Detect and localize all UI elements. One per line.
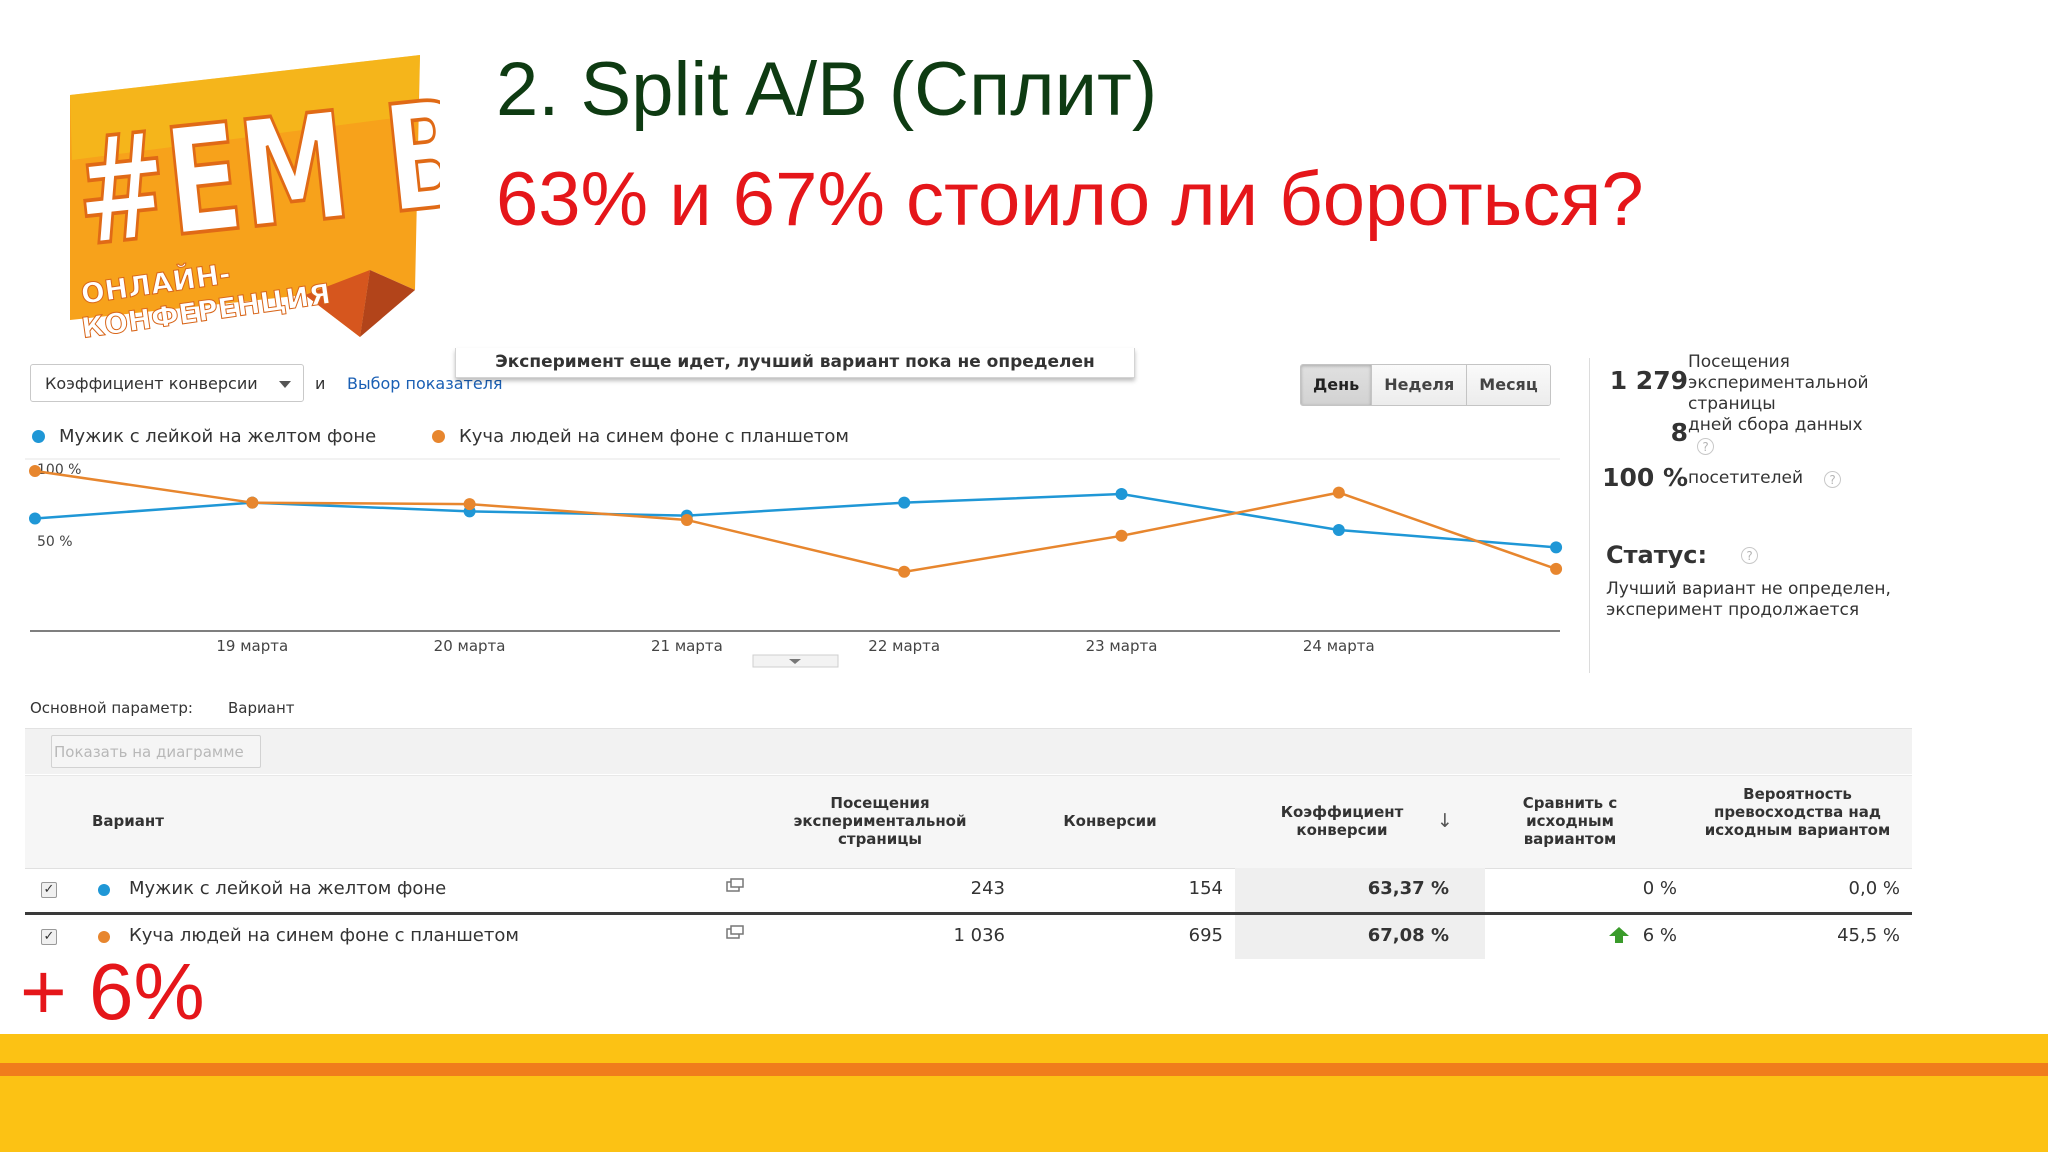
compare-cell: 0 % (1642, 878, 1677, 899)
data-point[interactable] (1332, 524, 1345, 537)
data-point[interactable] (246, 496, 259, 509)
data-point[interactable] (1550, 562, 1563, 575)
x-tick-label: 19 марта (216, 637, 288, 655)
conversion-line-chart: 100 %50 %19 марта 20 марта 21 марта 22 март… (25, 458, 1563, 668)
row-checkbox[interactable]: ✓ (41, 929, 57, 945)
data-point[interactable] (1115, 529, 1128, 542)
period-week-button[interactable]: Неделя (1372, 365, 1468, 405)
x-tick-label: 20 марта (434, 637, 506, 655)
legend-label: Куча людей на синем фоне с планшетом (459, 426, 849, 447)
footer-band (0, 1034, 2048, 1152)
visitors-label: посетителей (1688, 468, 1804, 488)
metric-select[interactable]: Коэффициент конверсии (30, 364, 304, 402)
chevron-down-icon (789, 659, 801, 664)
metric-select-value: Коэффициент конверсии (45, 374, 258, 393)
improvement-callout: + 6% (20, 947, 205, 1036)
table-header (25, 775, 1912, 869)
period-toggle-group: День Неделя Месяц (1300, 364, 1551, 406)
y-tick-label: 50 % (37, 534, 73, 550)
compare-cell: 6 % (1642, 925, 1677, 946)
column-header-conversions[interactable]: Конверсии (1063, 812, 1157, 830)
days-label: дней сбора данных (1688, 415, 1863, 435)
legend-item-series-1[interactable]: Мужик с лейкой на желтом фоне (32, 426, 376, 447)
data-point[interactable] (680, 513, 693, 526)
experiment-status-notice: Эксперимент еще идет, лучший вариант пок… (455, 348, 1135, 378)
status-text: Лучший вариант не определен, эксперимент… (1606, 579, 1891, 620)
probability-cell: 45,5 % (1837, 925, 1900, 946)
logo-hashtag-text: #EM B2B (68, 55, 440, 279)
footer-stripe (0, 1063, 2048, 1076)
period-month-button[interactable]: Месяц (1467, 365, 1550, 405)
days-value: 8 (1670, 418, 1688, 447)
probability-cell: 0,0 % (1848, 878, 1900, 899)
conversions-cell: 695 (1188, 925, 1223, 946)
column-header-compare[interactable]: Сравнить с исходным вариантом (1522, 794, 1618, 848)
choose-metric-link[interactable]: Выбор показателя (347, 374, 503, 393)
conversion-rate-cell: 63,37 % (1367, 878, 1449, 899)
visits-label: Посещения экспериментальной страницы (1688, 352, 1869, 414)
data-point[interactable] (463, 498, 476, 511)
column-header-conversion-rate[interactable]: Коэффициент конверсии (1280, 803, 1404, 839)
highlight-cell (1235, 868, 1485, 912)
data-point[interactable] (898, 496, 911, 509)
legend-dot (32, 430, 45, 443)
variant-dot (98, 884, 110, 896)
slide-subtitle: 63% и 67% стоило ли бороться? (496, 157, 1644, 242)
visits-cell: 243 (970, 878, 1005, 899)
stats-divider (1589, 358, 1590, 673)
variant-dot (98, 931, 110, 943)
legend-dot (432, 430, 445, 443)
help-icon[interactable]: ? (1824, 471, 1841, 488)
open-page-icon[interactable] (726, 925, 744, 939)
variant-name[interactable]: Куча людей на синем фоне с планшетом (129, 925, 519, 946)
column-header-visits[interactable]: Посещения экспериментальной страницы (793, 794, 967, 848)
slide-title: 2. Split A/B (Сплит) (496, 47, 1158, 132)
sort-descending-icon[interactable]: ↓ (1437, 810, 1453, 832)
help-icon[interactable]: ? (1697, 438, 1714, 455)
legend-item-series-2[interactable]: Куча людей на синем фоне с планшетом (432, 426, 849, 447)
table-row: ✓ Мужик с лейкой на желтом фоне 243 154 … (25, 868, 1912, 915)
series-line-2 (34, 469, 1557, 574)
column-header-variant[interactable]: Вариант (92, 812, 164, 830)
table-controls-bar (25, 728, 1912, 774)
up-arrow-icon (1609, 927, 1629, 943)
visits-value: 1 279 (1609, 366, 1688, 395)
data-point[interactable] (29, 465, 41, 477)
conversion-rate-cell: 67,08 % (1367, 925, 1449, 946)
status-title: Статус: (1606, 541, 1708, 569)
x-tick-label: 21 марта (651, 637, 723, 655)
open-page-icon[interactable] (726, 878, 744, 892)
period-day-button[interactable]: День (1301, 365, 1373, 405)
chevron-down-icon (279, 381, 291, 388)
visitors-value: 100 % (1602, 463, 1688, 492)
data-point[interactable] (898, 565, 911, 578)
conference-logo: #EM B2B ОНЛАЙН- КОНФЕРЕНЦИЯ (66, 55, 440, 345)
primary-dimension-label: Основной параметр: (30, 699, 193, 717)
visits-cell: 1 036 (953, 925, 1005, 946)
highlight-cell (1235, 915, 1485, 959)
row-checkbox[interactable]: ✓ (41, 882, 57, 898)
and-label: и (315, 374, 326, 393)
column-header-probability[interactable]: Вероятность превосходства над исходным в… (1704, 785, 1891, 839)
x-tick-label: 24 марта (1303, 637, 1375, 655)
table-row: ✓ Куча людей на синем фоне с планшетом 1… (25, 915, 1912, 959)
show-on-chart-button[interactable]: Показать на диаграмме (51, 735, 261, 768)
help-icon[interactable]: ? (1741, 547, 1758, 564)
primary-dimension-value[interactable]: Вариант (228, 699, 295, 717)
data-point[interactable] (1115, 488, 1128, 501)
data-point[interactable] (29, 512, 41, 525)
x-tick-label: 23 марта (1086, 637, 1158, 655)
data-point[interactable] (1332, 486, 1345, 499)
legend-label: Мужик с лейкой на желтом фоне (59, 426, 377, 447)
conversions-cell: 154 (1188, 878, 1223, 899)
variant-name[interactable]: Мужик с лейкой на желтом фоне (129, 878, 447, 899)
data-point[interactable] (1550, 541, 1563, 554)
x-tick-label: 22 марта (868, 637, 940, 655)
